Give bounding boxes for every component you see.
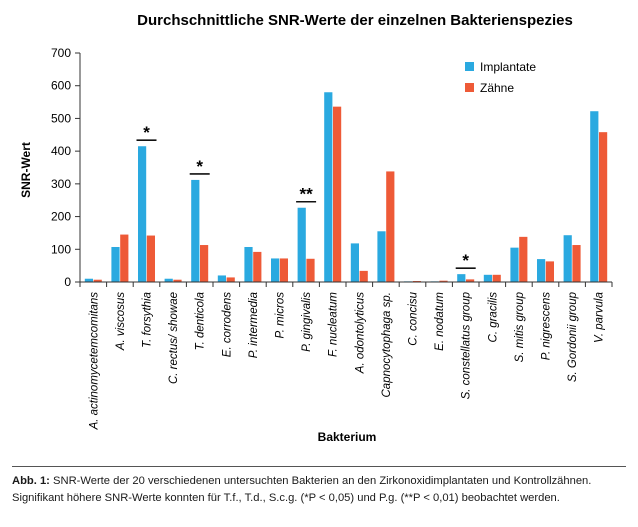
x-category-label: E. nodatum — [434, 292, 446, 351]
significance-label: ** — [299, 185, 313, 204]
bar-zaehne — [492, 274, 501, 282]
x-category-label: P. micros — [275, 292, 287, 339]
bar-implantate — [457, 274, 466, 282]
bar-zaehne — [173, 279, 182, 282]
x-category-label: A. viscosus — [115, 292, 127, 351]
bar-implantate — [483, 274, 492, 282]
bar-zaehne — [279, 258, 288, 282]
x-category-label: P. nigrescens — [541, 292, 553, 360]
bar-zaehne — [386, 171, 395, 282]
bar-implantate — [191, 179, 200, 282]
bar-implantate — [164, 278, 173, 282]
x-category-label: E. corrodens — [221, 292, 233, 357]
legend: Implantate Zähne — [465, 60, 536, 95]
significance-label: * — [462, 251, 469, 270]
bar-zaehne — [359, 270, 368, 282]
legend-swatch — [465, 83, 474, 92]
bar-chart: Durchschnittliche SNR-Werte der einzelne… — [19, 12, 613, 444]
bar-implantate — [244, 246, 253, 282]
legend-label: Zähne — [480, 81, 514, 95]
y-tick-label: 400 — [51, 144, 71, 158]
bar-implantate — [324, 92, 333, 282]
y-tick-label: 100 — [51, 242, 71, 256]
x-category-label: P. gingivalis — [301, 292, 313, 352]
bar-zaehne — [466, 279, 475, 282]
x-category-label: C. concisu — [408, 291, 420, 345]
bar-zaehne — [519, 236, 528, 282]
bars — [84, 92, 608, 282]
chart-title: Durchschnittliche SNR-Werte der einzelne… — [137, 12, 573, 29]
x-category-label: C. gracilis — [487, 292, 499, 343]
bar-implantate — [111, 246, 120, 282]
bar-implantate — [510, 247, 519, 282]
bar-zaehne — [439, 280, 448, 282]
bar-implantate — [138, 146, 147, 282]
figure-caption: Abb. 1: SNR-Werte der 20 verschiedenen u… — [12, 466, 626, 507]
bar-zaehne — [545, 261, 554, 282]
significance-label: * — [143, 123, 150, 142]
x-axis: A. actinomycetemcomitans A. viscosus T. fo… — [79, 281, 613, 431]
bar-implantate — [590, 111, 599, 282]
y-tick-label: 300 — [51, 177, 71, 191]
y-tick-label: 200 — [51, 210, 71, 224]
x-category-label: C. rectus/ showae — [168, 292, 180, 384]
x-category-label: P. intermedia — [248, 292, 260, 358]
bar-zaehne — [200, 245, 209, 282]
bar-implantate — [297, 207, 306, 282]
bar-implantate — [271, 258, 280, 282]
x-category-label: V. parvula — [594, 292, 606, 343]
y-axis: 0 100 200 300 400 500 600 700 — [51, 46, 81, 289]
significance-label: * — [196, 157, 203, 176]
bar-zaehne — [253, 251, 262, 282]
x-category-label: A. actinomycetemcomitans — [88, 292, 100, 431]
y-tick-label: 0 — [64, 275, 71, 289]
caption-line-2: Signifikant höhere SNR-Werte konnten für… — [12, 492, 560, 504]
bar-zaehne — [572, 245, 581, 282]
bar-zaehne — [226, 277, 235, 282]
x-axis-title: Bakterium — [318, 430, 377, 444]
legend-label: Implantate — [480, 60, 536, 74]
bar-zaehne — [93, 279, 102, 282]
x-category-label: Capnocytophaga sp. — [381, 292, 393, 398]
significance-markers: ***** — [136, 123, 476, 270]
x-category-label: S. constellatus group — [461, 291, 473, 399]
bar-zaehne — [333, 106, 342, 282]
legend-swatch — [465, 62, 474, 71]
x-category-label: A. odontolyticus — [354, 292, 366, 374]
bar-implantate — [350, 243, 359, 282]
bar-implantate — [377, 231, 386, 282]
y-tick-label: 500 — [51, 111, 71, 125]
bar-implantate — [84, 278, 93, 282]
y-tick-label: 600 — [51, 79, 71, 93]
caption-line-1: SNR-Werte der 20 verschiedenen untersuch… — [49, 475, 592, 487]
y-tick-label: 700 — [51, 46, 71, 60]
x-category-label: S. mitis group — [514, 291, 526, 362]
bar-zaehne — [306, 258, 315, 282]
bar-implantate — [537, 259, 546, 282]
x-category-label: T. denticola — [195, 292, 207, 350]
x-category-label: F. nucleatum — [328, 292, 340, 357]
y-axis-title: SNR-Wert — [19, 142, 33, 198]
bar-implantate — [563, 235, 572, 282]
bar-zaehne — [146, 235, 155, 282]
bar-zaehne — [120, 234, 129, 282]
x-category-label: S. Gordonii group — [567, 291, 579, 382]
x-category-label: T. forsythia — [142, 292, 154, 348]
bar-zaehne — [599, 132, 608, 282]
bar-implantate — [217, 275, 226, 282]
caption-lead: Abb. 1: — [12, 475, 50, 487]
